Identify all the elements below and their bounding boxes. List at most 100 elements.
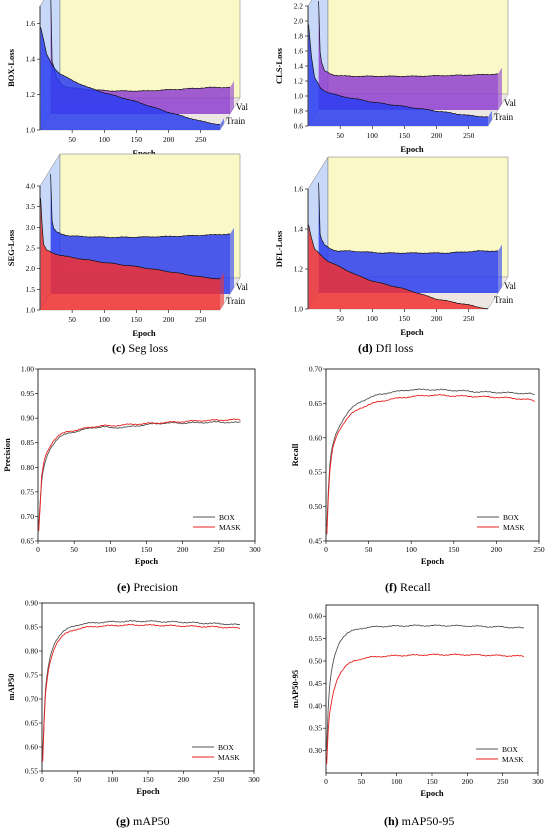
legend-label-box: BOX [502,745,518,754]
x-tick-label: 150 [141,545,153,554]
area-end-train [220,272,224,310]
depth-label-val: Val [504,98,516,108]
y-tick-label: 1.0 [294,92,304,101]
line-train [40,198,221,280]
y-axis-label: BOX-Loss [6,48,16,86]
y-tick-label: 1.4 [294,62,304,71]
area-end-val [230,81,234,114]
y-axis-label: SEG-Loss [6,229,16,266]
x-tick-label: 200 [163,135,175,144]
line-val [318,1,499,78]
x-tick-label: 50 [70,545,78,554]
series-line-box [326,388,535,527]
y-tick-label: 0.95 [21,389,34,398]
x-tick-label: 150 [131,135,143,144]
x-tick-label: 150 [448,545,460,554]
caption-letter: (e) [117,580,130,594]
y-axis-label: Recall [290,443,300,466]
y-tick-label: 0.45 [309,537,322,546]
x-tick-label: 150 [142,775,154,784]
x-tick-label: 100 [99,135,111,144]
depth-label-train: Train [226,116,246,126]
depth-label-val: Val [236,282,248,292]
x-tick-label: 50 [358,777,366,786]
area-end-val [230,227,234,294]
x-tick-label: 50 [74,775,82,784]
area-val [318,182,498,293]
y-tick-label: 1.6 [294,185,304,194]
plot-frame [37,368,256,542]
x-tick-label: 150 [399,131,411,140]
x-axis-label: Epoch [400,327,423,337]
area-train [40,198,220,310]
x-axis-label: Epoch [400,144,423,154]
legend-label-mask: MASK [219,523,241,532]
y-tick-label: 2.0 [294,17,304,26]
x-tick-label: 200 [431,131,443,140]
caption-text: Precision [130,580,178,594]
panel-caption: (h) mAP50-95 [384,814,454,828]
y-tick-label: 0.80 [25,647,38,656]
series-line-box [326,624,524,751]
x-axis-label: Epoch [420,788,443,798]
x-tick-label: 200 [163,315,175,324]
x-tick-label: 250 [463,314,475,323]
caption-letter: (c) [112,341,125,355]
y-tick-label: 0.60 [25,743,38,752]
panel-caption: (d) Dfl loss [358,341,414,355]
y-tick-label: 1.00 [21,365,34,374]
y-axis-label: Precision [2,438,12,472]
y-tick-label: 3.0 [26,223,36,232]
y-tick-label: 4.0 [26,182,36,191]
caption-letter: (d) [358,341,373,355]
y-axis-label: CLS-Loss [274,47,284,84]
x-tick-label: 100 [367,314,379,323]
y-tick-label: 1.6 [294,47,304,56]
y-tick-label: 1.5 [26,285,36,294]
x-tick-label: 200 [177,545,189,554]
x-tick-label: 250 [195,135,207,144]
x-tick-label: 150 [426,777,438,786]
area-train [40,27,220,131]
y-axis-label: DFL-Loss [274,230,284,267]
y-tick-label: 0.65 [21,537,34,546]
line-val [318,182,499,254]
x-tick-label: 250 [195,315,207,324]
y-tick-label: 1.2 [294,265,304,274]
y-axis-label: mAP50 [6,674,16,701]
line-val [50,173,231,239]
panel-caption: (f) Recall [385,580,431,594]
x-tick-label: 300 [248,775,260,784]
series-line-mask [326,394,535,535]
series-line-box [38,420,241,526]
x-tick-label: 50 [336,131,344,140]
area-train [308,24,488,127]
y-tick-label: 0.65 [25,719,38,728]
line-train [308,24,489,118]
series-line-mask [326,653,525,765]
y-tick-label: 2.2 [294,2,304,11]
area-val [318,1,498,111]
legend-label-box: BOX [218,743,234,752]
y-tick-label: 0.40 [309,701,322,710]
x-tick-label: 200 [178,775,190,784]
y-tick-label: 0.50 [309,657,322,666]
area-end-train [488,110,492,126]
chart-panel-b: 0.6 0.8 1.0 1.2 1.4 1.6 1.8 2.0 2.2 50 100 150 200 25… [274,0,516,175]
legend-label-mask: MASK [503,523,525,532]
x-tick-label: 200 [431,314,443,323]
chart-panel-g: 0 50 100 150 200 250 300 0.55 0.60 0.65 0.70 0.75 0.… [6,599,260,829]
panel-caption: (c) Seg loss [112,341,168,355]
x-tick-label: 250 [213,545,225,554]
x-tick-label: 250 [533,545,545,554]
caption-text: mAP50 [130,814,170,828]
line-train [308,224,489,310]
series-line-box [42,620,240,757]
y-tick-label: 1.4 [294,225,304,234]
series-line-mask [42,623,241,762]
y-tick-label: 0.90 [21,414,34,423]
legend-label-mask: MASK [502,755,524,764]
x-tick-label: 250 [497,777,509,786]
y-tick-label: 0.75 [25,671,38,680]
x-axis-label: Epoch [135,556,158,566]
